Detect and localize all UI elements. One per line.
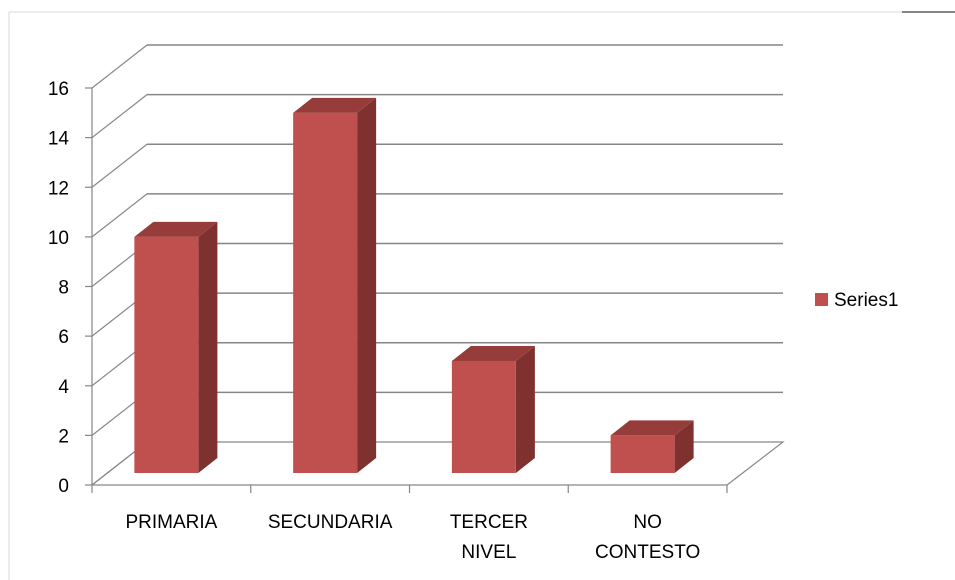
gridline-diagonal <box>91 94 148 139</box>
bar-side <box>357 97 377 473</box>
gridline-diagonal <box>91 44 148 89</box>
bar-side <box>515 345 535 473</box>
y-tick-label: 2 <box>58 426 69 447</box>
x-tick-label: NIVEL <box>461 542 516 563</box>
gridline-diagonal <box>91 193 148 238</box>
x-tick-label: TERCER <box>450 512 528 533</box>
legend-swatch <box>815 293 828 306</box>
bar-top <box>451 345 535 361</box>
gridline-diagonal <box>91 143 148 188</box>
y-tick-label: 12 <box>48 178 69 199</box>
y-tick-label: 6 <box>58 327 69 348</box>
y-tick-label: 8 <box>58 278 69 299</box>
bar <box>451 360 516 473</box>
bar-top <box>610 420 694 436</box>
x-tick-label: NO <box>633 512 662 533</box>
x-tick-label: PRIMARIA <box>125 512 217 533</box>
y-tick-label: 10 <box>48 228 69 249</box>
bar <box>134 236 199 473</box>
y-tick-label: 16 <box>48 79 69 100</box>
bar-side <box>198 221 218 473</box>
y-tick-label: 0 <box>58 476 69 497</box>
bar-side <box>674 420 694 473</box>
y-tick-label: 14 <box>48 129 70 150</box>
x-tick-label: SECUNDARIA <box>268 512 393 533</box>
x-tick-label: CONTESTO <box>595 542 700 563</box>
bar-top <box>134 221 218 237</box>
y-tick-label: 4 <box>58 377 69 398</box>
bar-top <box>293 97 377 113</box>
bar <box>293 112 358 473</box>
bar <box>610 435 675 473</box>
legend-label: Series1 <box>834 290 898 311</box>
